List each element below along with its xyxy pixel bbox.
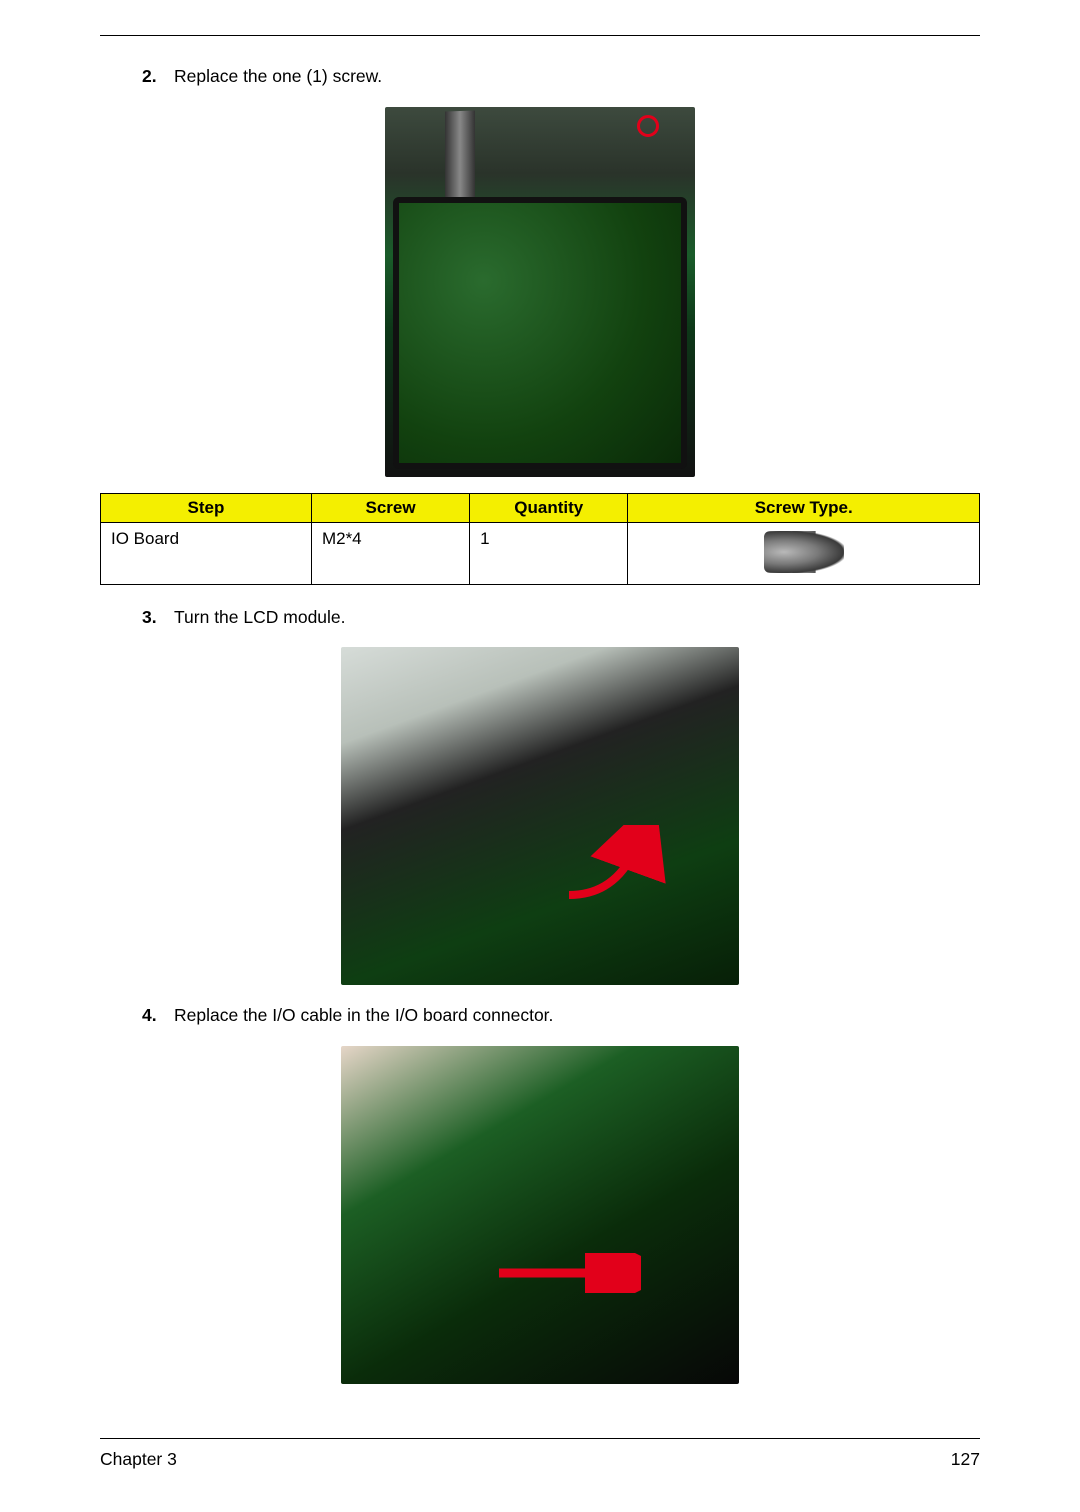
fig1-screw-callout-circle — [637, 115, 659, 137]
step-3-num: 3. — [142, 605, 174, 630]
th-quantity: Quantity — [470, 493, 628, 522]
th-screw: Screw — [311, 493, 469, 522]
footer-row: Chapter 3 127 — [100, 1449, 980, 1470]
screw-image — [764, 531, 844, 573]
step-4-num: 4. — [142, 1003, 174, 1028]
screw-table-row: IO Board M2*4 1 — [101, 522, 980, 584]
step-3-text: Turn the LCD module. — [174, 605, 346, 630]
td-step: IO Board — [101, 522, 312, 584]
td-screw: M2*4 — [311, 522, 469, 584]
fig3-straight-arrow — [491, 1253, 641, 1298]
fig1-mainboard — [393, 197, 687, 469]
top-rule — [100, 35, 980, 36]
footer-rule — [100, 1438, 980, 1439]
screw-table: Step Screw Quantity Screw Type. IO Board… — [100, 493, 980, 585]
footer-page-number: 127 — [951, 1449, 980, 1470]
step-2-line: 2. Replace the one (1) screw. — [100, 64, 980, 89]
th-screw-type: Screw Type. — [628, 493, 980, 522]
footer-chapter: Chapter 3 — [100, 1449, 177, 1470]
td-qty: 1 — [470, 522, 628, 584]
figure-1-pcb-screw — [385, 107, 695, 477]
step-2-text: Replace the one (1) screw. — [174, 64, 382, 89]
td-screw-type — [628, 522, 980, 584]
figure-3-io-cable — [341, 1046, 739, 1384]
fig2-curved-arrow — [559, 825, 669, 895]
figure-2-turn-lcd — [341, 647, 739, 985]
manual-page: 2. Replace the one (1) screw. Step Screw… — [0, 0, 1080, 1512]
step-4-text: Replace the I/O cable in the I/O board c… — [174, 1003, 553, 1028]
screw-table-header-row: Step Screw Quantity Screw Type. — [101, 493, 980, 522]
page-footer: Chapter 3 127 — [100, 1438, 980, 1470]
step-2-num: 2. — [142, 64, 174, 89]
step-3-line: 3. Turn the LCD module. — [100, 605, 980, 630]
step-4-line: 4. Replace the I/O cable in the I/O boar… — [100, 1003, 980, 1028]
th-step: Step — [101, 493, 312, 522]
